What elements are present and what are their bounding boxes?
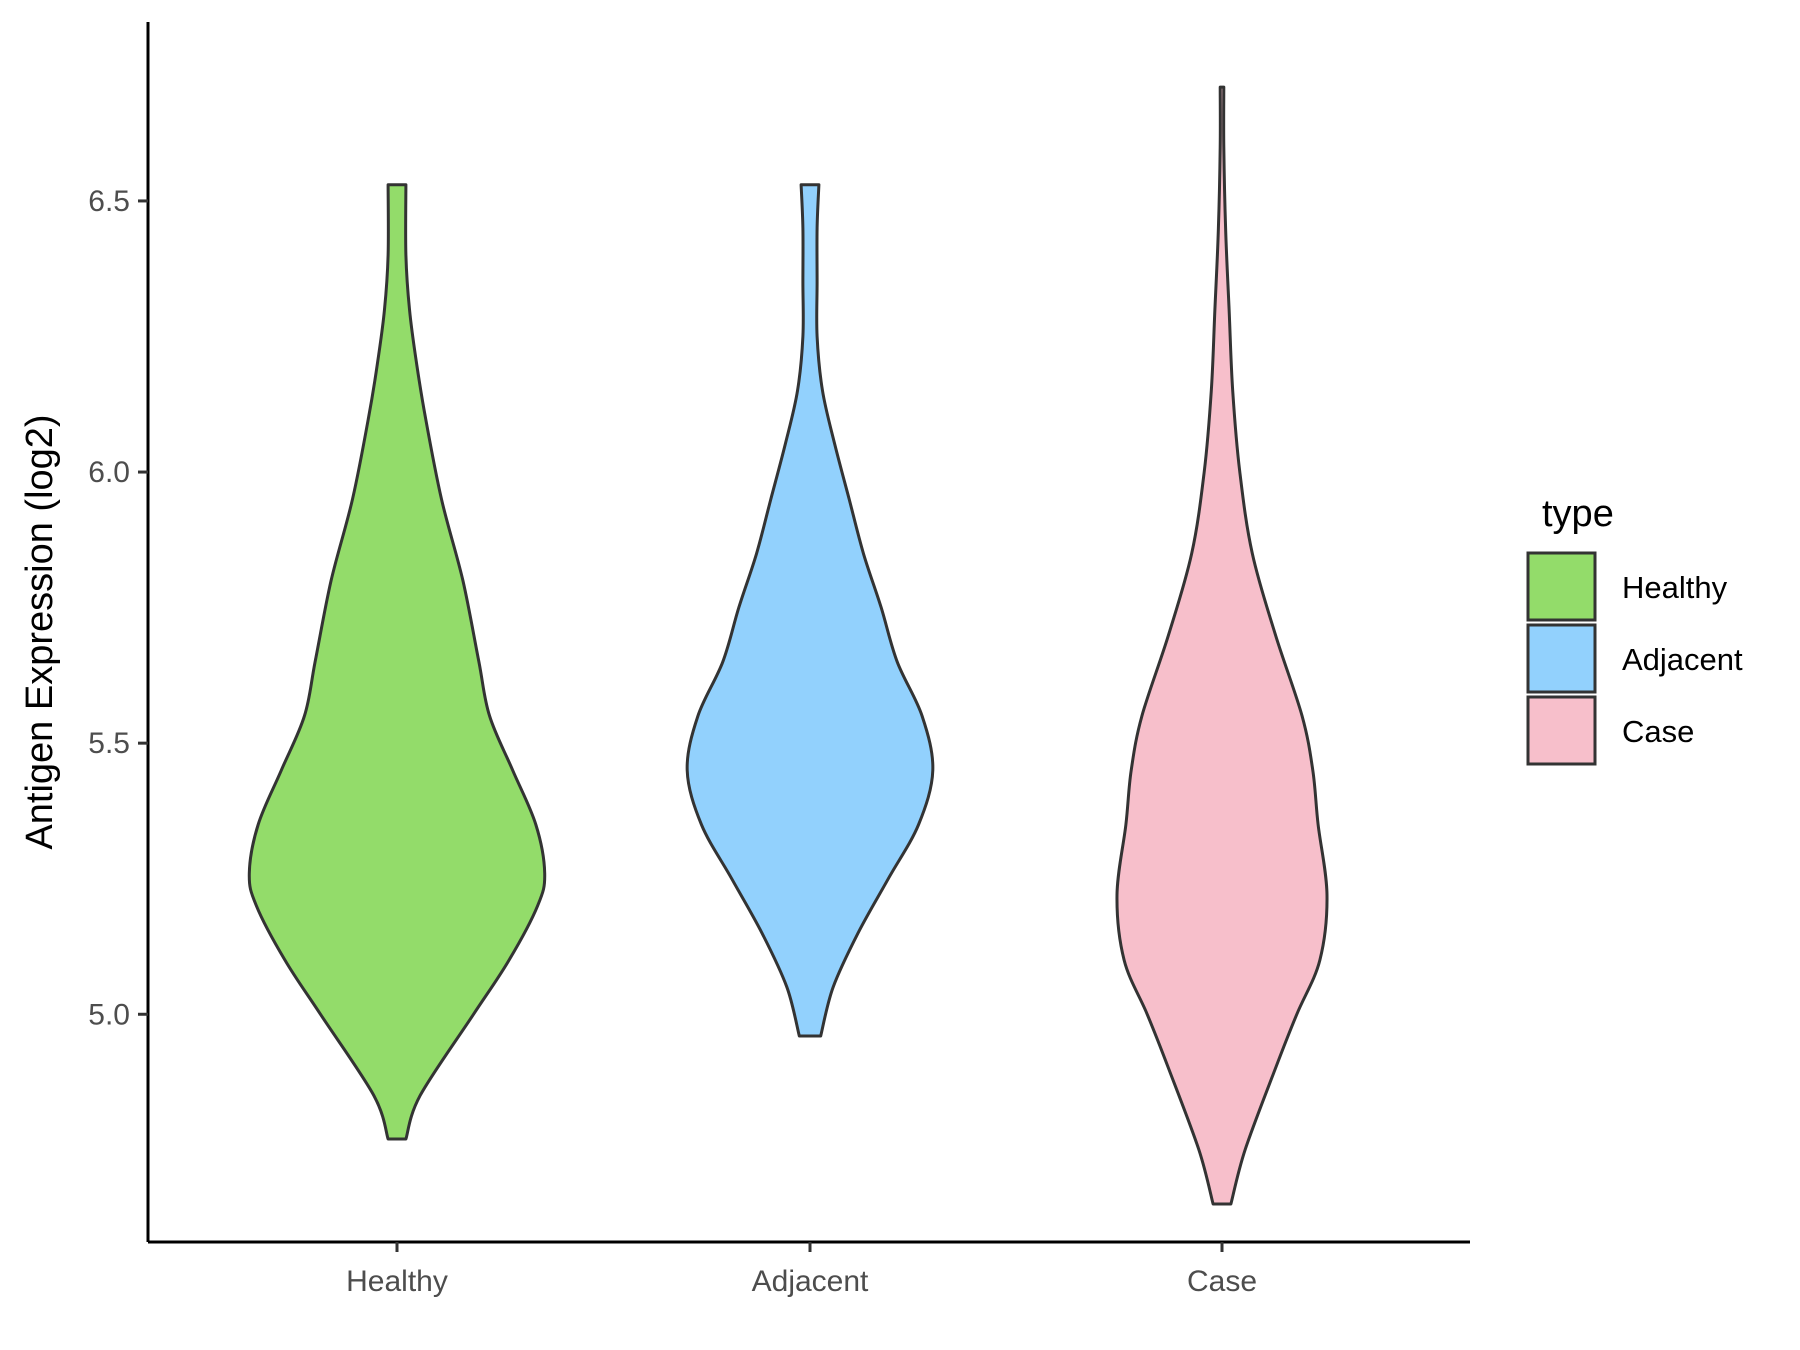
legend: type Healthy Adjacent Case	[1526, 493, 1743, 766]
y-tick-label: 6.0	[88, 456, 130, 489]
y-tick-label: 6.5	[88, 185, 130, 218]
y-tick-label: 5.5	[88, 727, 130, 760]
y-ticks: 5.0 5.5 6.0 6.5	[88, 185, 148, 1031]
legend-label-healthy: Healthy	[1622, 570, 1728, 605]
legend-swatch-case	[1526, 695, 1597, 766]
violin-healthy	[247, 183, 547, 1141]
legend-label-adjacent: Adjacent	[1622, 642, 1743, 677]
x-tick-label-adjacent: Adjacent	[752, 1265, 869, 1298]
x-ticks: Healthy Adjacent Case	[346, 1242, 1257, 1298]
legend-items: Healthy Adjacent Case	[1526, 551, 1743, 766]
y-axis-title: Antigen Expression (log2)	[19, 414, 61, 849]
y-tick-label: 5.0	[88, 998, 130, 1031]
axes: 5.0 5.5 6.0 6.5 Healthy Adjacent Case	[88, 22, 1470, 1298]
x-tick-label-case: Case	[1187, 1265, 1257, 1298]
violin-case	[1115, 85, 1329, 1206]
violin-layer	[247, 85, 1329, 1206]
legend-swatch-adjacent	[1526, 623, 1597, 694]
legend-title: type	[1542, 493, 1614, 535]
legend-label-case: Case	[1622, 714, 1694, 749]
x-tick-label-healthy: Healthy	[346, 1265, 448, 1298]
legend-swatch-healthy	[1526, 551, 1597, 622]
violin-adjacent	[685, 183, 935, 1038]
